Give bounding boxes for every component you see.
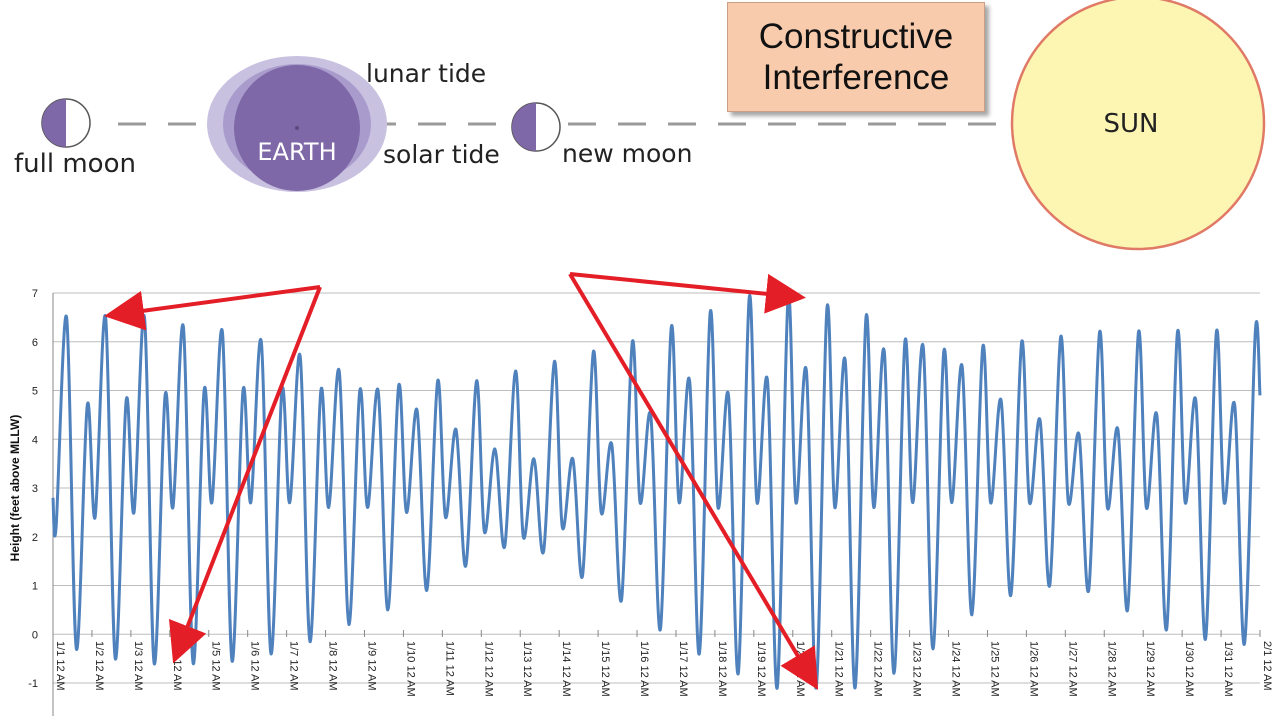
x-tick-label: 2/1 12 AM: [1261, 641, 1273, 691]
new-moon-icon: [511, 102, 561, 152]
x-tick-label: 1/26 12 AM: [1027, 641, 1039, 697]
x-tick-label: 1/13 12 AM: [521, 641, 533, 697]
x-tick-label: 1/17 12 AM: [677, 641, 689, 697]
x-tick-label: 1/19 12 AM: [755, 641, 767, 697]
x-tick-label: 1/30 12 AM: [1183, 641, 1195, 697]
x-tick-label: 1/24 12 AM: [950, 641, 962, 697]
arrow-new-moon-low: [568, 272, 819, 690]
x-tick-label: 1/3 12 AM: [132, 641, 144, 691]
x-tick-label: 1/5 12 AM: [210, 641, 222, 691]
y-tick-label: 7: [32, 288, 38, 300]
arrow-full-moon-low: [169, 286, 322, 664]
x-tick-label: 1/12 12 AM: [482, 641, 494, 697]
y-axis-label: Height (feet above MLLW): [8, 415, 22, 562]
y-tick-label: 4: [32, 434, 38, 446]
x-tick-label: 1/11 12 AM: [443, 641, 455, 696]
lunar-tide-label: lunar tide: [366, 59, 486, 88]
x-tick-label: 1/9 12 AM: [365, 641, 377, 691]
y-tick-label: 0: [32, 629, 38, 641]
new-moon-label: new moon: [562, 139, 692, 168]
y-tick-label: -1: [28, 678, 38, 690]
x-tick-label: 1/25 12 AM: [988, 641, 1000, 697]
x-tick-label: 1/14 12 AM: [560, 641, 572, 697]
full-moon-icon: [41, 98, 91, 148]
earth-with-tide-bulge: [207, 56, 387, 192]
y-tick-label: 5: [32, 386, 38, 398]
constructive-interference-callout: Constructive Interference: [727, 2, 985, 112]
x-tick-label: 1/7 12 AM: [288, 641, 300, 691]
x-tick-label: 1/29 12 AM: [1144, 641, 1156, 697]
x-tick-label: 1/22 12 AM: [872, 641, 884, 697]
x-tick-label: 1/28 12 AM: [1105, 641, 1117, 697]
x-tick-label: 1/23 12 AM: [911, 641, 923, 697]
full-moon-label: full moon: [14, 149, 136, 179]
x-tick-label: 1/2 12 AM: [93, 641, 105, 691]
x-tick-label: 1/10 12 AM: [404, 641, 416, 697]
y-tick-label: 6: [32, 337, 38, 349]
x-tick-label: 1/21 12 AM: [833, 641, 845, 697]
callout-line-2: Interference: [762, 58, 950, 97]
y-tick-label: 3: [32, 483, 38, 495]
sun-label: SUN: [1104, 109, 1159, 139]
x-tick-label: 1/18 12 AM: [716, 641, 728, 697]
y-tick-label: 1: [32, 581, 38, 593]
y-tick-label: 2: [32, 532, 38, 544]
tide-height-series-line: [51, 293, 1262, 690]
arrow-new-moon-high: [569, 272, 806, 314]
x-tick-label: 1/6 12 AM: [249, 641, 261, 691]
callout-line-1: Constructive: [758, 17, 954, 56]
x-axis-ticks: 1/1 12 AM 1/2 12 AM 1/3 12 AM 1/4 12 AM 1/5 …: [52, 630, 1273, 697]
annotation-arrows: [104, 272, 819, 690]
x-tick-label: 1/27 12 AM: [1066, 641, 1078, 697]
x-tick-label: 1/15 12 AM: [599, 641, 611, 697]
tide-height-chart: -1 0 1 2 3 4 5 6 7 1/1 12 AM 1/2 12 AM 1/3 12 AM 1/…: [8, 288, 1273, 716]
y-axis-ticks: -1 0 1 2 3 4 5 6 7: [28, 288, 38, 690]
x-tick-label: 1/16 12 AM: [638, 641, 650, 697]
solar-tide-label: solar tide: [383, 140, 500, 169]
sun-icon: [1010, 0, 1266, 251]
earth-label: EARTH: [257, 138, 336, 166]
arrow-full-moon-high: [104, 285, 321, 331]
x-tick-label: 1/8 12 AM: [327, 641, 339, 691]
x-tick-label: 1/1 12 AM: [54, 641, 66, 691]
x-tick-label: 1/31 12 AM: [1222, 641, 1234, 697]
